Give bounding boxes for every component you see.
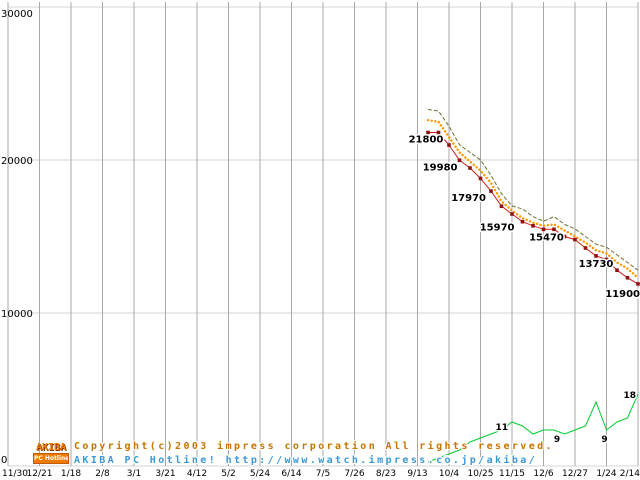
- svg-text:10000: 10000: [1, 309, 33, 320]
- svg-text:3/21: 3/21: [155, 469, 175, 479]
- svg-text:1/18: 1/18: [61, 469, 81, 479]
- svg-text:30000: 30000: [1, 9, 33, 20]
- svg-text:5/2: 5/2: [221, 469, 235, 479]
- svg-text:10/4: 10/4: [439, 469, 459, 479]
- svg-text:3/1: 3/1: [127, 469, 141, 479]
- svg-text:6/14: 6/14: [281, 469, 301, 479]
- svg-text:7/26: 7/26: [344, 469, 364, 479]
- svg-text:12/6: 12/6: [533, 469, 553, 479]
- svg-text:21800: 21800: [409, 135, 444, 146]
- svg-text:11: 11: [495, 423, 508, 433]
- svg-text:18: 18: [623, 391, 636, 401]
- svg-text:15970: 15970: [480, 223, 515, 234]
- svg-text:8/23: 8/23: [376, 469, 396, 479]
- svg-text:11900: 11900: [605, 289, 640, 300]
- svg-text:11/15: 11/15: [499, 469, 525, 479]
- svg-text:10/25: 10/25: [468, 469, 494, 479]
- svg-text:15470: 15470: [529, 232, 564, 243]
- svg-text:9: 9: [601, 435, 607, 445]
- svg-text:1/24: 1/24: [596, 469, 616, 479]
- svg-text:9: 9: [554, 435, 560, 445]
- svg-text:5/24: 5/24: [250, 469, 270, 479]
- svg-text:19980: 19980: [423, 162, 458, 173]
- svg-text:0: 0: [1, 455, 7, 466]
- svg-text:12/21: 12/21: [27, 469, 53, 479]
- svg-text:9/13: 9/13: [407, 469, 427, 479]
- svg-text:12/27: 12/27: [562, 469, 588, 479]
- svg-text:11/30: 11/30: [2, 469, 28, 479]
- svg-text:2/14: 2/14: [620, 469, 640, 479]
- svg-text:4/12: 4/12: [187, 469, 207, 479]
- svg-text:2/8: 2/8: [95, 469, 110, 479]
- svg-text:17970: 17970: [451, 193, 486, 204]
- svg-text:3: 3: [444, 456, 450, 466]
- svg-text:13730: 13730: [579, 259, 614, 270]
- svg-text:7/5: 7/5: [316, 469, 330, 479]
- svg-text:20000: 20000: [1, 156, 33, 167]
